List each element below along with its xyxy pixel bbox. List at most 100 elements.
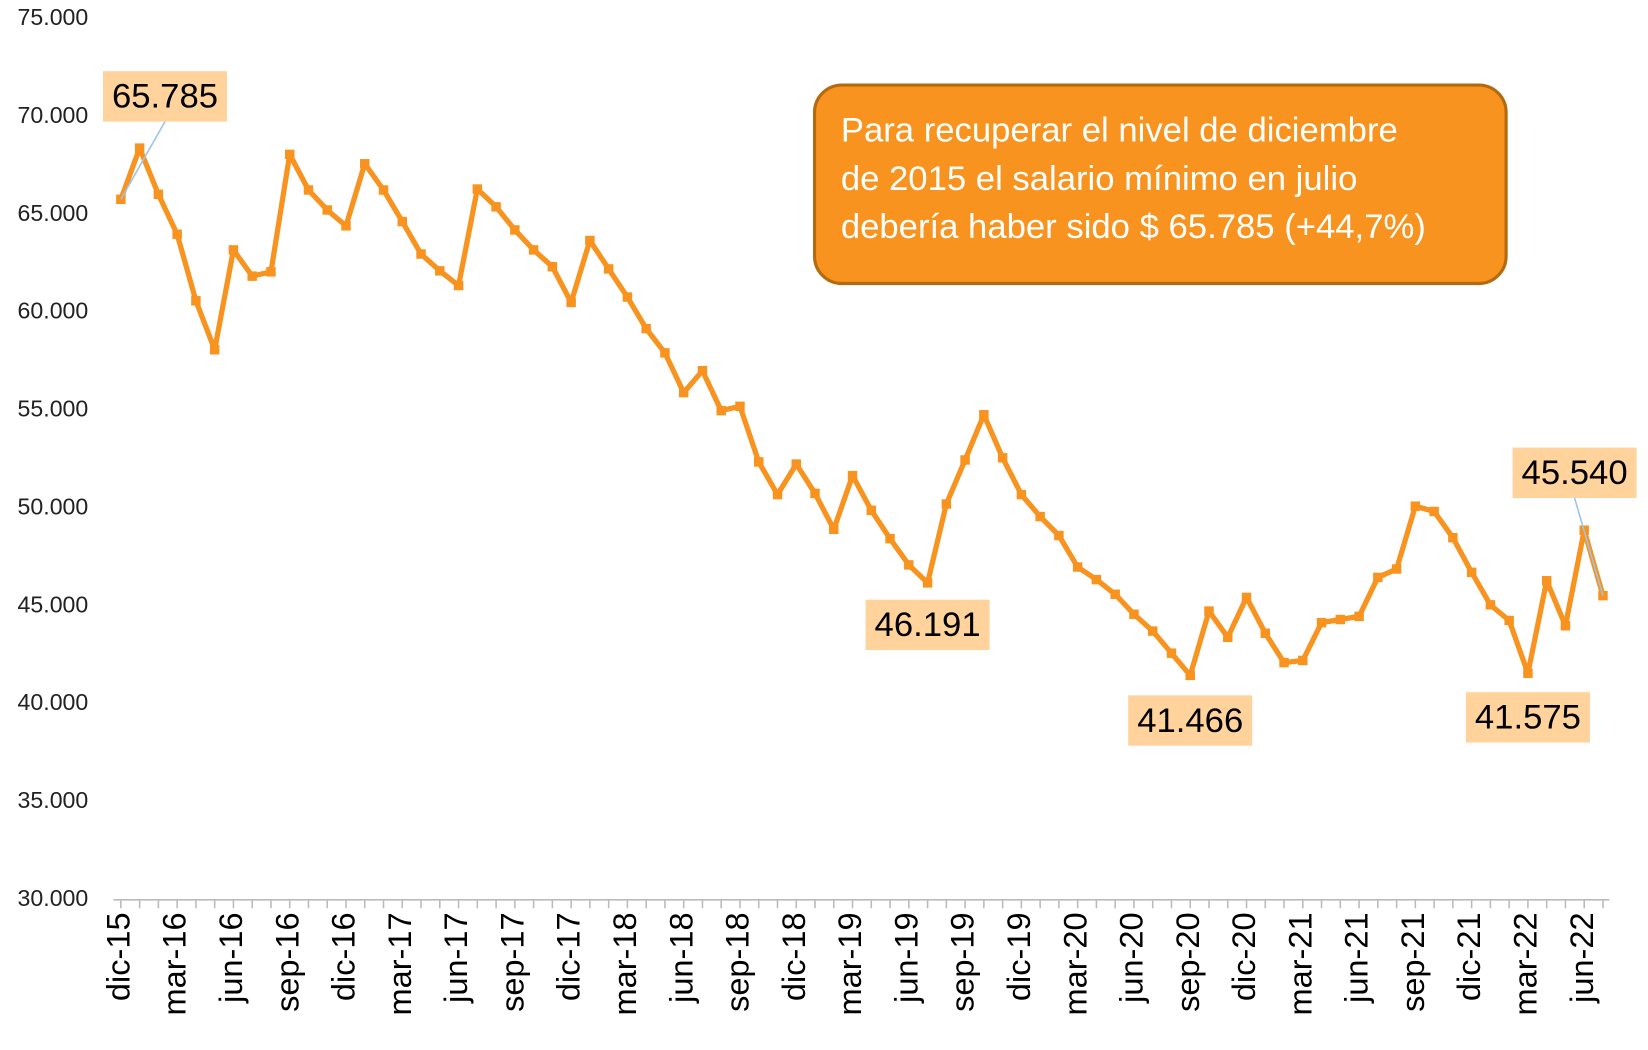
x-tick-label: sep-16 [269, 912, 305, 1011]
point [1410, 501, 1421, 511]
point [754, 457, 764, 467]
point [1354, 611, 1364, 622]
x-tick-label: mar-16 [157, 912, 193, 1015]
point [941, 499, 952, 509]
x-tick-label: mar-22 [1508, 912, 1544, 1015]
point [904, 560, 914, 570]
annotation-line: de 2015 el salario mínimo en julio [841, 160, 1358, 198]
y-tick-label: 55.000 [18, 396, 89, 422]
point [1391, 564, 1402, 574]
point [1185, 670, 1195, 681]
x-tick-label: sep-18 [720, 912, 756, 1011]
point [547, 262, 558, 272]
point [1335, 614, 1346, 625]
point [1166, 648, 1177, 658]
point [1147, 626, 1158, 636]
x-tick-label: jun-17 [438, 912, 474, 1003]
x-tick-label: jun-20 [1114, 912, 1150, 1003]
point [997, 453, 1008, 463]
point [303, 185, 314, 195]
x-tick-label: jun-18 [663, 912, 699, 1003]
point [979, 410, 989, 420]
point [491, 202, 501, 212]
point [678, 387, 689, 398]
point [772, 489, 783, 500]
point [153, 189, 164, 200]
point [829, 524, 839, 534]
point [1541, 576, 1552, 586]
point [472, 184, 483, 194]
x-tick-label: sep-19 [945, 912, 981, 1011]
point [510, 225, 520, 235]
point [397, 216, 408, 227]
x-tick-label: dic-16 [326, 912, 362, 1001]
x-tick-label: dic-17 [551, 912, 587, 1001]
point [266, 267, 276, 277]
point [284, 149, 295, 160]
x-tick-label: dic-21 [1451, 912, 1487, 1001]
point [1260, 628, 1271, 638]
point [1016, 489, 1027, 500]
point [1035, 511, 1045, 522]
y-tick-label: 70.000 [18, 102, 89, 128]
data-label: 41.466 [1137, 702, 1243, 740]
point [1504, 615, 1514, 626]
point [1204, 606, 1214, 616]
data-label: 46.191 [875, 606, 981, 644]
point [566, 297, 576, 308]
point [1485, 600, 1496, 610]
y-tick-label: 60.000 [18, 298, 89, 324]
point [847, 470, 858, 481]
point [360, 159, 370, 169]
data-label-box [103, 71, 228, 122]
x-tick-label: dic-19 [1001, 912, 1037, 1001]
point [1054, 530, 1064, 541]
point [603, 264, 614, 274]
y-tick-label: 45.000 [18, 591, 89, 617]
point [791, 459, 801, 469]
y-tick-label: 40.000 [18, 689, 89, 715]
point [1223, 632, 1233, 643]
point [641, 323, 651, 334]
point [810, 488, 820, 499]
data-label: 65.785 [112, 78, 218, 116]
point [1129, 609, 1139, 619]
annotation-box [812, 83, 1508, 286]
data-label: 45.540 [1522, 454, 1628, 492]
x-tick-label: jun-22 [1564, 912, 1600, 1003]
x-tick-label: jun-16 [213, 912, 249, 1003]
x-tick-label: mar-20 [1057, 912, 1093, 1015]
point [172, 229, 182, 239]
point [866, 505, 877, 515]
point [209, 345, 220, 355]
annotation-line: Para recuperar el nivel de diciembre [841, 111, 1398, 149]
x-tick-label: dic-15 [100, 912, 136, 1001]
point [378, 185, 389, 195]
x-tick-label: dic-20 [1226, 912, 1262, 1001]
point [1316, 617, 1327, 628]
point [735, 401, 745, 412]
point [453, 280, 464, 291]
point [885, 533, 895, 544]
point [1373, 572, 1383, 583]
point [1298, 655, 1308, 666]
point [1110, 589, 1120, 599]
point [1466, 567, 1477, 578]
data-label-box [1128, 695, 1253, 746]
point [1091, 574, 1102, 585]
point [960, 455, 970, 465]
x-tick-label: sep-17 [494, 912, 530, 1011]
point [1448, 532, 1458, 543]
x-tick-label: jun-21 [1339, 912, 1375, 1003]
leader-line [120, 121, 166, 200]
x-tick-label: dic-18 [776, 912, 812, 1001]
point [697, 365, 708, 376]
point [528, 245, 539, 255]
point [1241, 592, 1252, 603]
point [1072, 562, 1083, 572]
point [622, 292, 633, 302]
point [134, 143, 145, 153]
y-tick-label: 35.000 [18, 787, 89, 813]
point [191, 296, 201, 306]
